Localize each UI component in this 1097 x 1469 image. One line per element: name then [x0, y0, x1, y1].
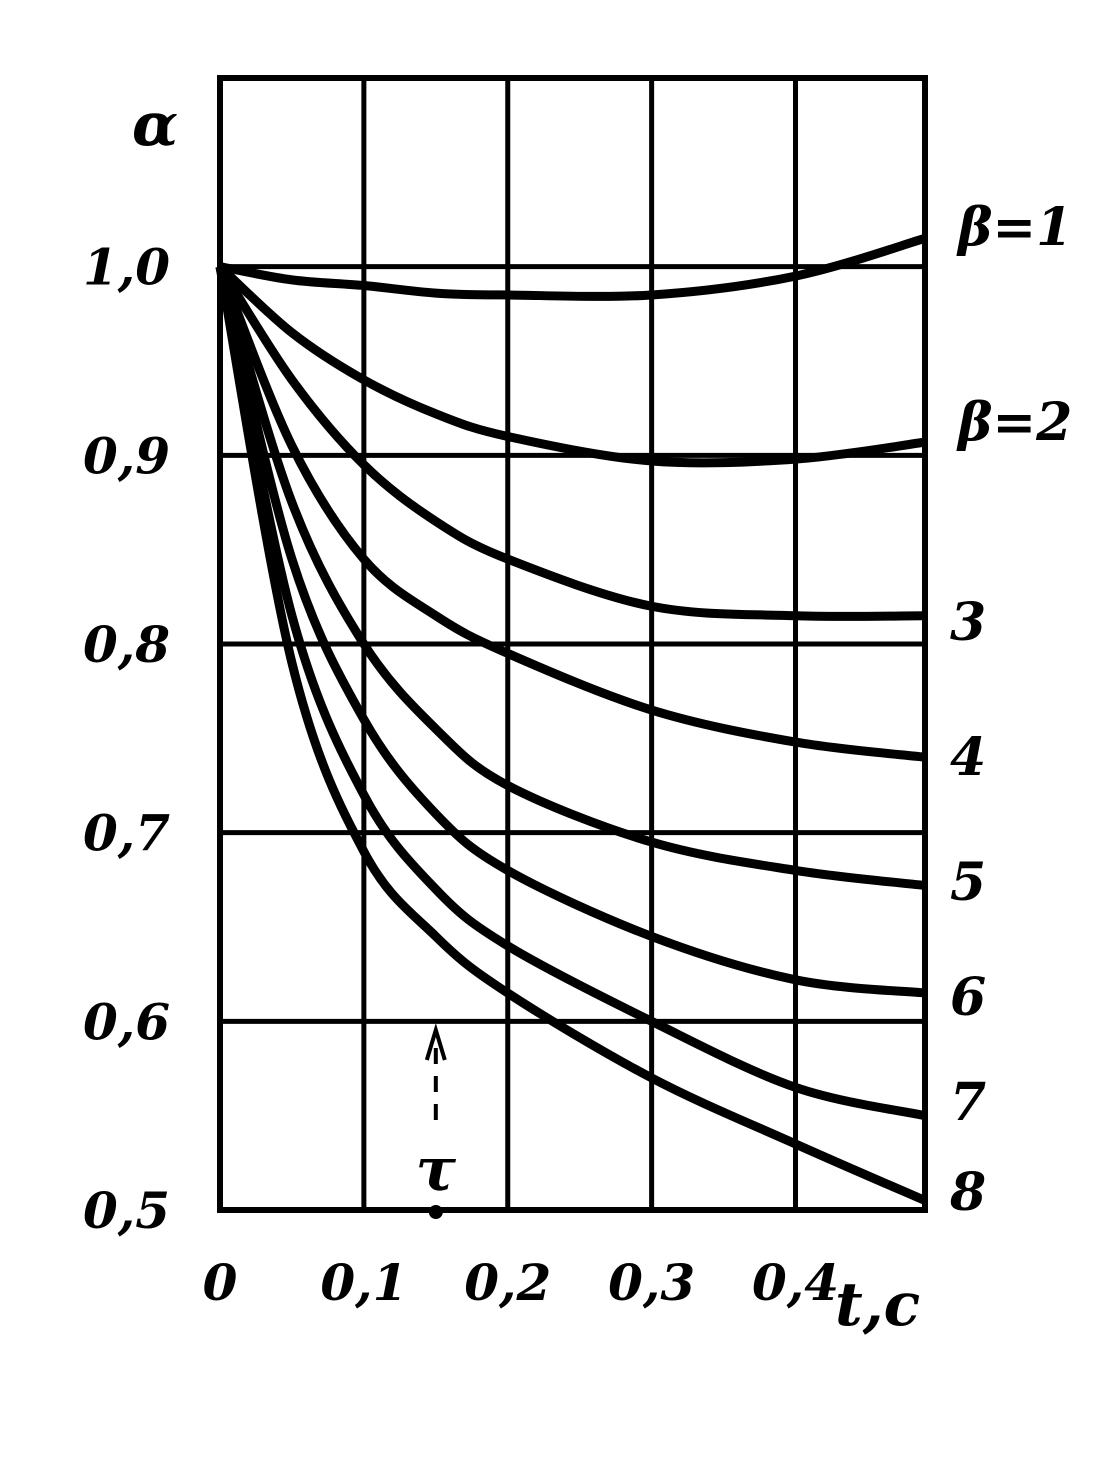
series-label: 4 — [950, 727, 986, 788]
x-tick-label: 0,1 — [320, 1253, 407, 1312]
curve-7 — [215, 265, 926, 1121]
x-tick-label: 0,4 — [752, 1253, 839, 1312]
y-tick-label: 1,0 — [83, 238, 170, 297]
series-label: β=1 — [956, 197, 1072, 258]
y-tick-label: 0,6 — [83, 992, 170, 1051]
y-tick-label: 0,9 — [83, 426, 170, 485]
tau-arrow-icon — [424, 1023, 447, 1061]
x-axis-label: t,c — [835, 1270, 920, 1340]
series-label: 6 — [950, 967, 986, 1028]
series-label: 7 — [950, 1072, 986, 1133]
curve-4 — [215, 264, 926, 762]
x-tick-label: 0,2 — [464, 1253, 551, 1312]
curve-5 — [215, 265, 926, 890]
tau-point — [428, 1205, 443, 1219]
curve-6 — [215, 265, 926, 998]
plot-frame — [217, 75, 928, 1213]
y-axis-label: α — [132, 90, 178, 160]
series-label: β=2 — [956, 392, 1072, 453]
y-tick-label: 0,8 — [83, 615, 170, 674]
grid — [220, 78, 925, 1210]
curve-1 — [219, 234, 927, 301]
y-tick-label: 0,7 — [83, 804, 170, 863]
series-label: 5 — [950, 852, 986, 913]
series-label: 3 — [950, 592, 986, 653]
curves — [215, 234, 927, 1205]
tau-label: τ — [416, 1135, 457, 1205]
x-tick-label: 0 — [203, 1253, 238, 1312]
labels: 0 0,1 0,2 0,3 0,4 0,5 0,6 0,7 0,8 0,9 1,0 β=1 β=2 3 4 5… — [83, 197, 1072, 1312]
curve-2 — [216, 263, 926, 468]
series-label: 8 — [949, 1162, 986, 1223]
curve-8 — [215, 265, 927, 1205]
y-tick-label: 0,5 — [83, 1181, 170, 1240]
curve-3 — [216, 264, 926, 621]
x-tick-label: 0,3 — [608, 1253, 695, 1312]
